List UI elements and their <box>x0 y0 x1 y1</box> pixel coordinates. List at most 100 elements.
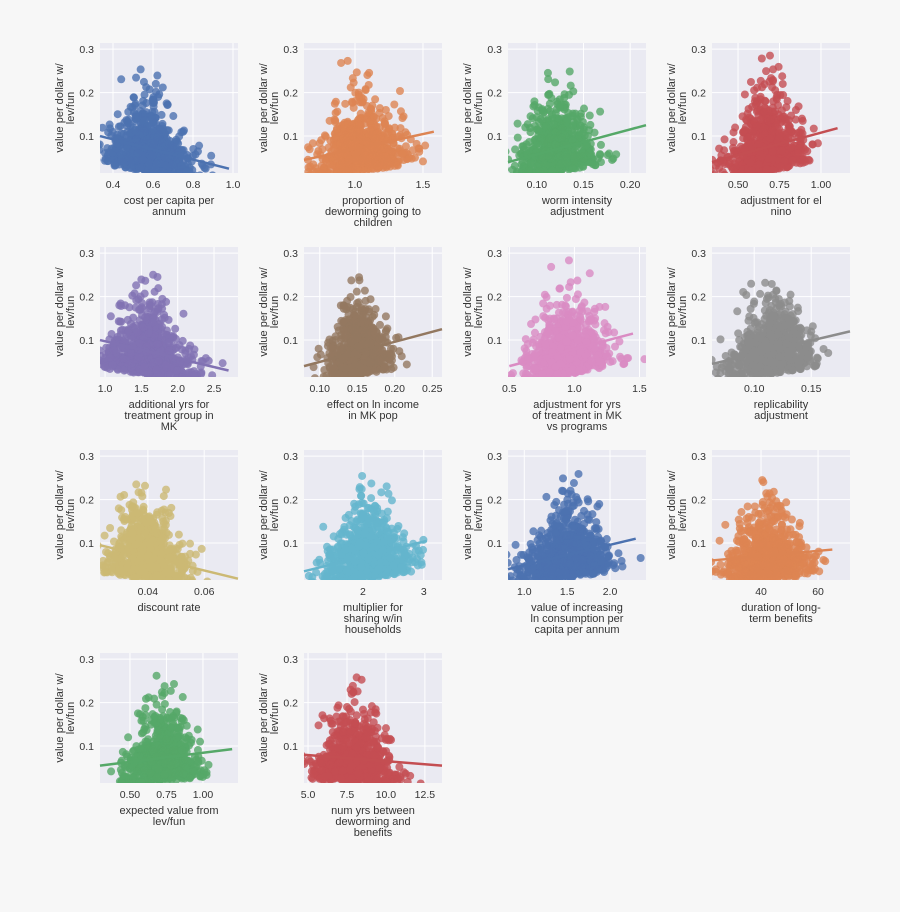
y-tick-label: 0.3 <box>691 44 706 56</box>
data-point <box>169 170 177 173</box>
data-point <box>197 369 206 377</box>
data-point <box>785 125 794 134</box>
data-point <box>346 83 355 92</box>
data-point <box>538 153 547 162</box>
data-point <box>148 95 157 104</box>
data-point <box>362 137 371 146</box>
y-axis-label: value per dollar w/lev/fun <box>462 62 485 152</box>
data-point <box>169 112 178 121</box>
data-point <box>415 147 424 156</box>
data-point <box>525 373 534 377</box>
data-point <box>341 166 350 173</box>
data-point <box>545 134 554 143</box>
data-point <box>343 56 352 65</box>
data-point <box>100 356 104 365</box>
data-point <box>539 312 548 321</box>
data-point <box>508 175 516 183</box>
data-point <box>129 313 138 322</box>
data-point <box>746 77 755 86</box>
data-point <box>568 136 577 145</box>
data-point <box>77 360 85 368</box>
data-point <box>775 133 784 142</box>
data-point <box>713 172 718 173</box>
data-point <box>373 152 382 161</box>
data-point <box>762 67 771 76</box>
data-point <box>358 340 367 349</box>
data-point <box>384 145 393 154</box>
data-point <box>325 169 334 173</box>
data-point <box>331 332 340 341</box>
data-point <box>762 165 771 173</box>
data-point <box>557 133 566 142</box>
data-point <box>126 349 135 358</box>
data-point <box>357 303 366 312</box>
data-point <box>535 166 544 173</box>
data-point <box>123 143 132 152</box>
data-point <box>367 323 376 332</box>
data-point <box>502 174 510 182</box>
y-tick-label: 0.1 <box>487 131 502 143</box>
x-tick-label: 2.5 <box>207 383 222 395</box>
data-point <box>352 157 361 166</box>
x-axis-label: annum <box>152 206 186 218</box>
x-tick-label: 0.4 <box>106 179 121 191</box>
data-point <box>557 100 566 109</box>
data-point <box>151 79 160 88</box>
data-point <box>538 106 547 115</box>
data-point <box>384 112 393 121</box>
data-point <box>368 131 377 140</box>
data-point <box>563 153 572 162</box>
data-point <box>573 290 582 299</box>
data-point <box>365 307 374 316</box>
data-point <box>712 161 720 170</box>
data-point <box>375 335 384 344</box>
data-point <box>117 317 126 326</box>
data-point <box>341 99 350 108</box>
y-tick-label: 0.3 <box>487 248 502 260</box>
data-point <box>787 111 796 120</box>
data-point <box>776 162 785 171</box>
data-point <box>165 338 174 347</box>
data-point <box>747 166 756 173</box>
x-tick-label: 0.25 <box>422 383 443 395</box>
data-point <box>389 363 398 372</box>
data-point <box>756 95 765 104</box>
data-point <box>749 127 758 136</box>
data-point <box>319 372 328 377</box>
x-tick-label: 0.15 <box>573 179 594 191</box>
data-point <box>549 120 558 129</box>
x-tick-label: 1.5 <box>416 179 431 191</box>
data-point <box>381 312 390 321</box>
y-tick-label: 0.2 <box>487 88 502 100</box>
data-point <box>178 146 187 155</box>
data-point <box>148 151 157 160</box>
data-point <box>139 323 148 332</box>
y-tick-label: 0.1 <box>79 131 94 143</box>
x-axis-label: adjustment for el <box>740 195 821 207</box>
data-point <box>100 158 101 162</box>
data-point <box>746 138 755 147</box>
data-point <box>308 139 317 148</box>
data-point <box>519 142 528 151</box>
y-axis-label-line: lev/fun <box>269 296 281 328</box>
y-tick-label: 0.3 <box>487 44 502 56</box>
data-point <box>172 366 181 375</box>
regression-line <box>711 127 838 164</box>
data-point <box>148 318 157 327</box>
data-point <box>168 142 177 151</box>
x-axis-label: in MK pop <box>348 410 398 422</box>
x-tick-label: 0.6 <box>146 179 161 191</box>
y-axis-label-line: lev/fun <box>65 92 77 124</box>
data-point <box>355 120 364 129</box>
data-point <box>136 65 145 74</box>
data-point <box>124 153 133 162</box>
data-point <box>335 161 344 170</box>
data-point <box>317 136 326 145</box>
data-point <box>605 149 614 158</box>
data-point <box>146 112 155 121</box>
data-point <box>544 75 553 84</box>
data-point <box>208 371 217 377</box>
data-point <box>778 79 787 88</box>
data-point <box>767 74 776 83</box>
